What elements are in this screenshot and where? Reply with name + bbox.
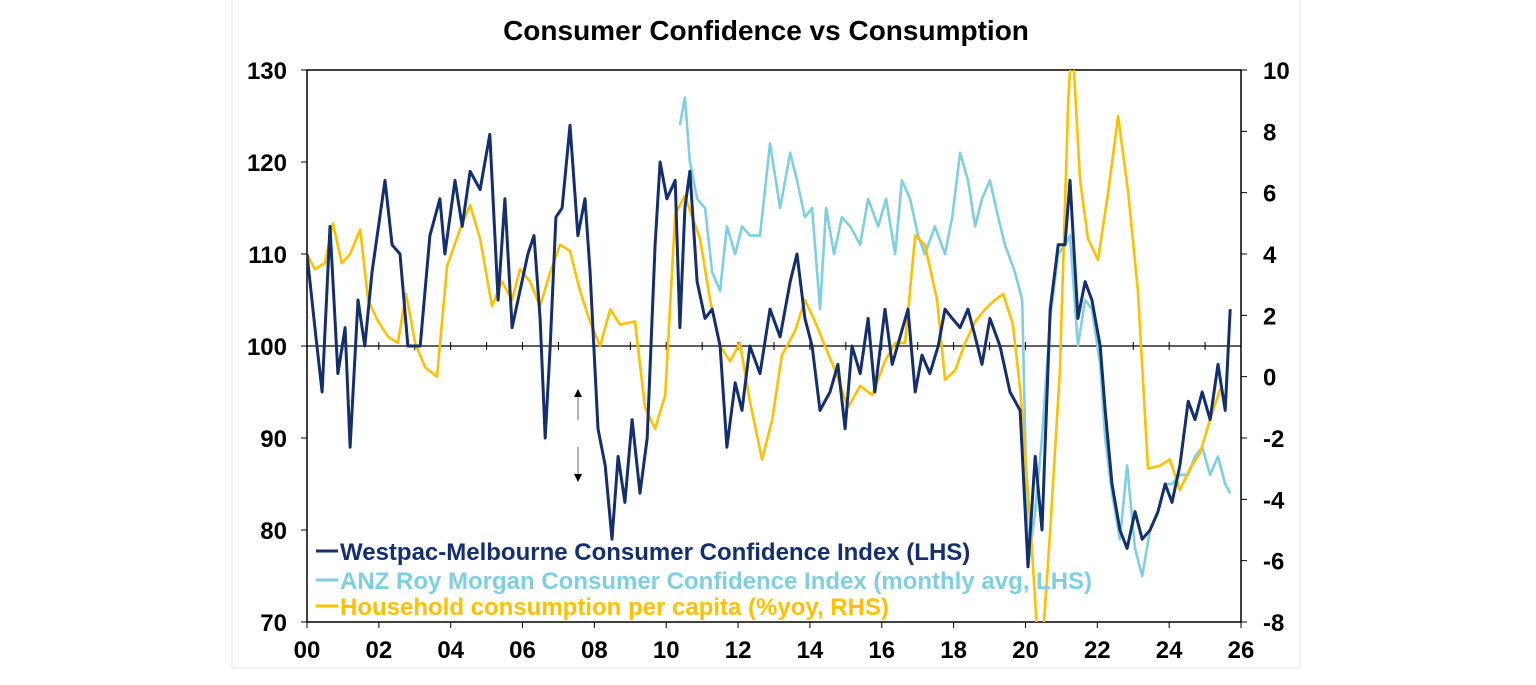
x-tick-label: 14 <box>797 637 824 664</box>
y-left-tick-label: 110 <box>248 242 287 269</box>
x-tick-label: 24 <box>1156 637 1183 664</box>
x-tick-label: 18 <box>940 637 967 664</box>
x-tick-label: 16 <box>868 637 895 664</box>
legend: Westpac-Melbourne Consumer Confidence In… <box>316 539 1092 621</box>
x-tick-label: 08 <box>581 637 608 664</box>
series-anz-line <box>678 96 1232 578</box>
y-right-tick-label: -2 <box>1263 426 1284 453</box>
y-left-tick-label: 120 <box>247 150 287 177</box>
x-tick-label: 02 <box>365 637 392 664</box>
annotation-arrows <box>574 389 582 482</box>
x-tick-label: 04 <box>437 637 464 664</box>
series-westpac-line <box>307 123 1232 569</box>
y-right-tick-label: 10 <box>1263 58 1290 85</box>
x-tick-label: 06 <box>509 637 536 664</box>
y-left-tick-label: 70 <box>260 610 287 637</box>
series-household-line <box>307 70 1222 622</box>
y-left-tick-label: 80 <box>260 518 287 545</box>
x-tick-label: 10 <box>653 637 680 664</box>
y-right-tick-label: -8 <box>1263 610 1284 637</box>
legend-label-household: Household consumption per capita (%yoy, … <box>340 594 889 621</box>
legend-label-westpac: Westpac-Melbourne Consumer Confidence In… <box>340 539 970 566</box>
up-arrow-head <box>574 389 582 397</box>
y-right-tick-label: 8 <box>1263 119 1276 146</box>
x-tick-label: 20 <box>1012 637 1039 664</box>
x-tick-label: 26 <box>1228 637 1255 664</box>
y-right-tick-label: 4 <box>1263 242 1277 269</box>
y-right-tick-label: 6 <box>1263 181 1276 208</box>
chart-title: Consumer Confidence vs Consumption <box>503 15 1029 46</box>
x-tick-label: 00 <box>294 637 321 664</box>
x-tick-label: 12 <box>725 637 752 664</box>
y-right-tick-label: -6 <box>1263 549 1284 576</box>
y-left-tick-label: 130 <box>247 58 287 85</box>
legend-label-anz: ANZ Roy Morgan Consumer Confidence Index… <box>340 568 1092 595</box>
y-left-tick-label: 90 <box>260 426 287 453</box>
down-arrow-head <box>574 474 582 482</box>
y-left-tick-label: 100 <box>247 334 287 361</box>
x-tick-label: 22 <box>1084 637 1111 664</box>
y-right-tick-label: 0 <box>1263 365 1276 392</box>
y-right-tick-label: 2 <box>1263 303 1276 330</box>
y-right-tick-label: -4 <box>1263 487 1285 514</box>
